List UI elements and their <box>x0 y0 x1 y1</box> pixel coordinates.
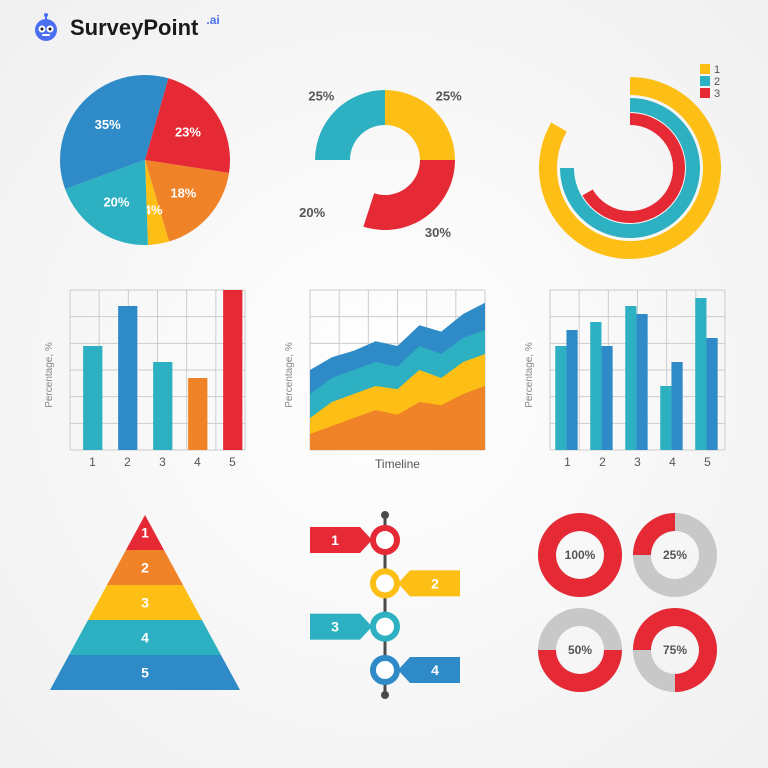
svg-text:1: 1 <box>89 455 96 469</box>
svg-text:2: 2 <box>599 455 606 469</box>
svg-text:5: 5 <box>704 455 711 469</box>
svg-text:20%: 20% <box>103 194 129 209</box>
pie-chart: 35%23%18%4%20% <box>40 60 250 260</box>
svg-text:3: 3 <box>331 619 339 635</box>
brand-logo: SurveyPoint .ai <box>30 12 220 44</box>
brand-name: SurveyPoint <box>70 15 198 41</box>
svg-text:23%: 23% <box>175 125 201 140</box>
svg-text:2: 2 <box>714 76 720 88</box>
svg-text:2: 2 <box>141 560 149 576</box>
svg-text:25%: 25% <box>663 548 687 562</box>
svg-text:4: 4 <box>431 662 439 678</box>
svg-text:25%: 25% <box>308 88 334 103</box>
grouped-bar-chart: Percentage, % 1 2 3 4 5 <box>520 280 730 480</box>
svg-text:18%: 18% <box>170 186 196 201</box>
svg-text:4: 4 <box>669 455 676 469</box>
timeline-chart: 1 2 3 4 <box>280 500 490 700</box>
svg-text:1: 1 <box>331 532 339 548</box>
svg-text:4: 4 <box>194 455 201 469</box>
svg-text:3: 3 <box>159 455 166 469</box>
svg-text:5: 5 <box>229 455 236 469</box>
svg-text:Percentage, %: Percentage, % <box>284 342 295 408</box>
svg-text:Percentage, %: Percentage, % <box>44 342 55 408</box>
svg-text:Percentage, %: Percentage, % <box>524 342 535 408</box>
svg-text:3: 3 <box>141 595 149 611</box>
svg-text:2: 2 <box>431 575 439 591</box>
area-chart: Percentage, % Timeline <box>280 280 490 480</box>
robot-icon <box>30 12 62 44</box>
svg-text:3: 3 <box>714 88 720 100</box>
svg-text:30%: 30% <box>425 225 451 240</box>
radial-chart: 123 <box>520 60 730 260</box>
chart-grid: 35%23%18%4%20% 25%25%30%20% 123 Percenta… <box>40 60 728 738</box>
mini-donuts: 100% 25% 50% 75% <box>520 500 730 700</box>
brand-suffix: .ai <box>206 13 219 27</box>
donut-chart: 25% 25% 30% 20% <box>280 60 490 260</box>
svg-text:3: 3 <box>634 455 641 469</box>
svg-text:1: 1 <box>714 64 720 76</box>
svg-text:5: 5 <box>141 665 149 681</box>
svg-text:100%: 100% <box>565 548 596 562</box>
bar-chart: Percentage, % 1 2 3 4 5 <box>40 280 250 480</box>
svg-text:2: 2 <box>124 455 131 469</box>
svg-text:1: 1 <box>141 525 149 541</box>
svg-text:75%: 75% <box>663 643 687 657</box>
svg-text:35%: 35% <box>95 117 121 132</box>
svg-text:1: 1 <box>564 455 571 469</box>
pyramid-chart: 1 2 3 4 5 <box>40 500 250 700</box>
svg-text:Timeline: Timeline <box>375 457 420 471</box>
svg-text:20%: 20% <box>299 205 325 220</box>
svg-text:50%: 50% <box>568 643 592 657</box>
svg-text:25%: 25% <box>436 88 462 103</box>
svg-text:4: 4 <box>141 630 149 646</box>
